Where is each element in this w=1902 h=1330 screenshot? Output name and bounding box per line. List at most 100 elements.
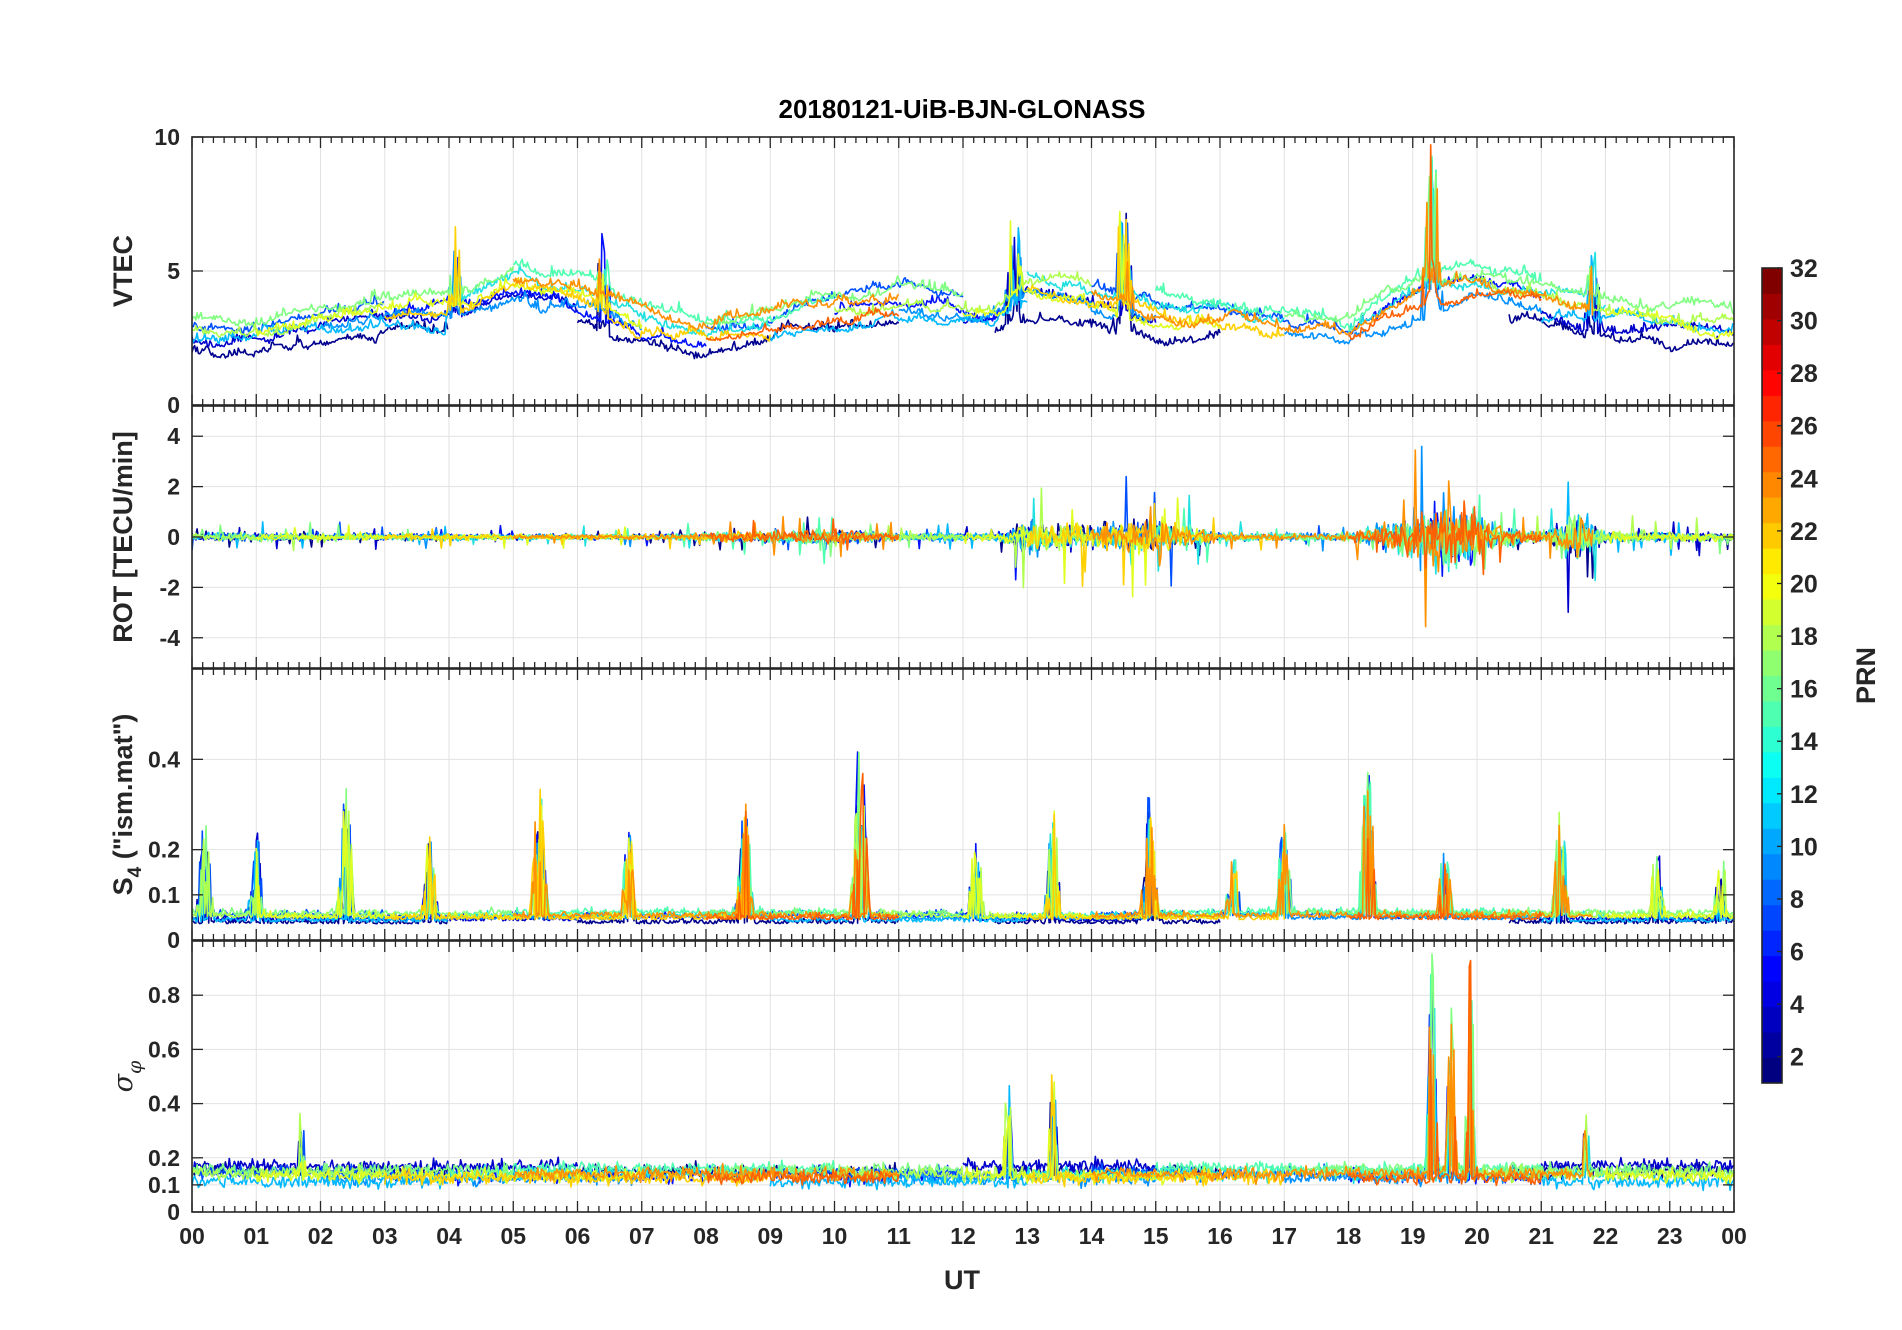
y-tick-label: 0 — [167, 1199, 180, 1225]
colorbar-band — [1762, 1032, 1782, 1059]
series-prn-23-rot — [1090, 449, 1594, 628]
y-axis-label-vtec: VTEC — [108, 235, 138, 307]
series-prn-2-vtec — [1540, 272, 1734, 336]
series-group-sigma — [192, 953, 1734, 1192]
colorbar-band — [1762, 700, 1782, 727]
x-tick-label: 23 — [1657, 1223, 1683, 1249]
x-tick-label: 12 — [950, 1223, 976, 1249]
y-tick-label: 0.2 — [148, 1145, 180, 1171]
y-tick-label: 0 — [167, 927, 180, 953]
colorbar-band — [1762, 853, 1782, 880]
colorbar-label: PRN — [1851, 647, 1881, 704]
colorbar-tick-label: 2 — [1790, 1044, 1804, 1072]
colorbar-band — [1762, 318, 1782, 345]
x-tick-label: 14 — [1079, 1223, 1105, 1249]
x-ticks-vtec — [191, 137, 1735, 405]
series-prn-21-vtec — [384, 226, 771, 342]
x-tick-label: 06 — [565, 1223, 591, 1249]
colorbar-band — [1762, 395, 1782, 422]
series-prn-23-s4 — [1090, 790, 1593, 919]
colorbar-band — [1762, 981, 1782, 1008]
colorbar-tick-label: 20 — [1790, 570, 1818, 598]
series-prn-9-sigma — [192, 1153, 449, 1190]
colorbar-band — [1762, 726, 1782, 753]
colorbar-tick-label: 12 — [1790, 781, 1818, 809]
series-prn-21-s4 — [1026, 813, 1285, 921]
y-tick-label: 5 — [167, 258, 180, 284]
colorbar-band — [1762, 471, 1782, 498]
series-prn-3-vtec — [384, 232, 707, 348]
x-tick-label: 01 — [243, 1223, 269, 1249]
series-prn-21-rot — [384, 528, 771, 550]
x-tick-label: 08 — [693, 1223, 719, 1249]
series-group-s4 — [192, 751, 1734, 925]
series-prn-2-sigma — [962, 1120, 1157, 1176]
chart-title: 20180121-UiB-BJN-GLONASS — [778, 94, 1145, 124]
y-axis-rot: -4 -2 0 2 4 — [160, 423, 1734, 651]
x-tick-label: 03 — [372, 1223, 398, 1249]
y-axis-label-sigma: σφ — [108, 1060, 146, 1092]
x-tick-label: 00 — [1721, 1223, 1747, 1249]
x-tick-label: 18 — [1336, 1223, 1362, 1249]
colorbar-band — [1762, 828, 1782, 855]
x-tick-label: 04 — [436, 1223, 462, 1249]
colorbar-band — [1762, 955, 1782, 982]
series-prn-9-vtec — [192, 310, 449, 345]
y-tick-label: 0 — [167, 524, 180, 550]
y-tick-label: 0.8 — [148, 982, 180, 1008]
colorbar-tick-label: 28 — [1790, 360, 1818, 388]
x-axis-label: UT — [944, 1265, 980, 1295]
x-tick-label: 17 — [1271, 1223, 1297, 1249]
series-prn-19-vtec — [962, 210, 1221, 331]
colorbar-band — [1762, 802, 1782, 829]
x-tick-label: 10 — [822, 1223, 848, 1249]
series-prn-17-sigma — [192, 1112, 384, 1183]
series-prn-9-vtec — [769, 227, 1028, 342]
x-tick-label: 07 — [629, 1223, 655, 1249]
x-tick-label: 16 — [1207, 1223, 1233, 1249]
colorbar-band — [1762, 1057, 1782, 1084]
y-tick-label: 0.1 — [148, 1172, 180, 1198]
colorbar-tick-label: 22 — [1790, 518, 1818, 546]
series-prn-25-sigma — [1347, 959, 1542, 1187]
colorbar-tick-label: 14 — [1790, 728, 1818, 756]
series-prn-25-rot — [705, 518, 900, 551]
colorbar-tick-label: 16 — [1790, 676, 1818, 704]
series-prn-3-vtec — [834, 282, 1028, 323]
series-prn-23-sigma — [512, 1162, 900, 1184]
series-prn-19-s4 — [1604, 868, 1734, 920]
series-prn-15-vtec — [1283, 171, 1734, 323]
colorbar-band — [1762, 1006, 1782, 1033]
colorbar-band — [1762, 548, 1782, 575]
x-tick-label: 20 — [1464, 1223, 1490, 1249]
colorbar-tick-label: 30 — [1790, 308, 1818, 336]
y-axis-vtec: 0 5 10 — [154, 124, 1734, 418]
series-prn-11-vtec — [448, 264, 771, 337]
colorbar-band — [1762, 751, 1782, 778]
series-prn-25-vtec — [705, 306, 900, 342]
y-tick-label: 0.4 — [148, 1091, 180, 1117]
series-prn-25-s4 — [705, 772, 900, 921]
colorbar-band — [1762, 624, 1782, 651]
series-prn-2-s4 — [192, 809, 578, 922]
y-tick-label: 0 — [167, 392, 180, 418]
y-tick-label: 10 — [154, 124, 180, 150]
colorbar-band — [1762, 293, 1782, 320]
colorbar-tick-label: 32 — [1790, 255, 1818, 283]
series-prn-1-vtec — [1508, 286, 1734, 353]
series-prn-1-vtec — [994, 212, 1221, 347]
series-prn-21-sigma — [384, 1167, 771, 1188]
x-ticks-rot — [191, 406, 1735, 668]
x-tick-label: 15 — [1143, 1223, 1169, 1249]
series-prn-19-sigma — [255, 1160, 643, 1186]
colorbar-tick-label: 24 — [1790, 465, 1818, 493]
x-ticks-s4 — [191, 669, 1735, 940]
colorbar-band — [1762, 344, 1782, 371]
series-prn-23-sigma — [1091, 987, 1594, 1186]
y-tick-label: -2 — [160, 574, 180, 600]
x-tick-label: 05 — [500, 1223, 526, 1249]
series-prn-11-vtec — [1347, 169, 1607, 333]
panel-sigma: 00.10.2 0.4 0.6 0.8 σφ 00 01 02 03 04 05 06 07 08 09 10… — [108, 940, 1747, 1249]
